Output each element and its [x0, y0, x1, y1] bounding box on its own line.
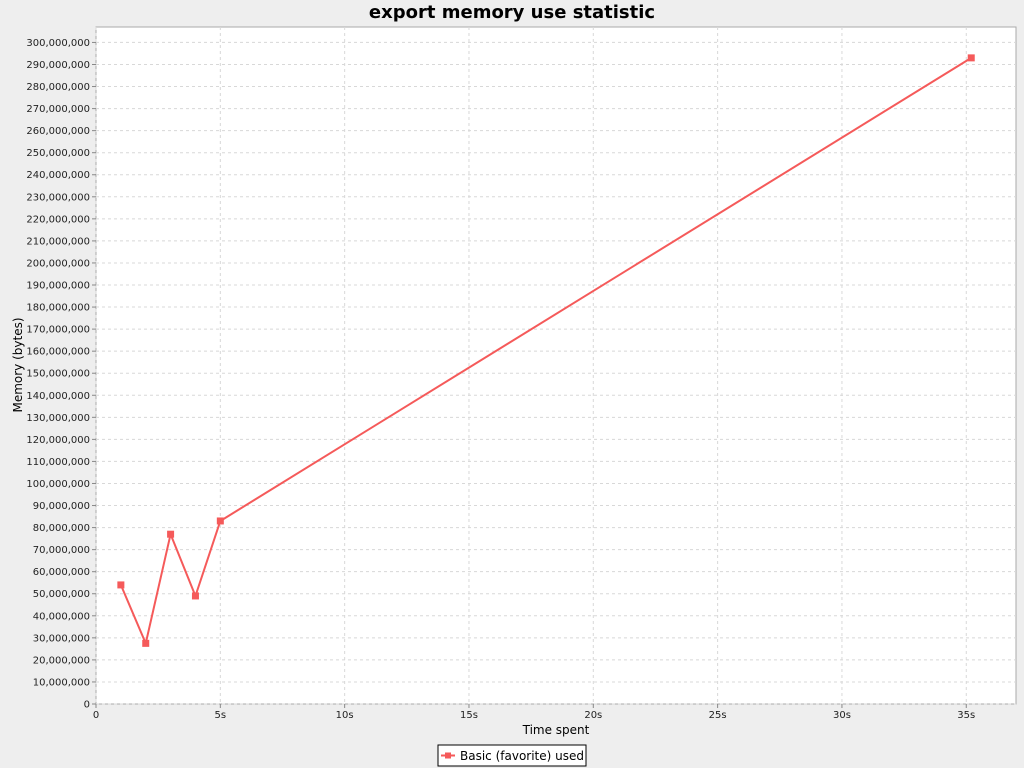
plot-area — [95, 26, 1017, 705]
y-tick-label: 280,000,000 — [26, 82, 90, 93]
y-tick-label: 240,000,000 — [26, 170, 90, 181]
y-tick-label: 150,000,000 — [26, 369, 90, 380]
y-tick-label: 40,000,000 — [33, 611, 90, 622]
y-tick-label: 10,000,000 — [33, 677, 90, 688]
y-tick-label: 160,000,000 — [26, 347, 90, 358]
y-tick-label: 290,000,000 — [26, 60, 90, 71]
y-tick-label: 190,000,000 — [26, 281, 90, 292]
y-tick-label: 110,000,000 — [26, 457, 90, 468]
y-tick-label: 100,000,000 — [26, 479, 90, 490]
y-tick-label: 250,000,000 — [26, 148, 90, 159]
x-tick-label: 35s — [957, 710, 975, 721]
y-tick-label: 260,000,000 — [26, 126, 90, 137]
y-tick-label: 170,000,000 — [26, 325, 90, 336]
legend-entry-label: Basic (favorite) used — [460, 749, 584, 763]
y-tick-label: 220,000,000 — [26, 214, 90, 225]
data-point — [117, 581, 125, 589]
y-tick-label: 0 — [84, 700, 90, 711]
x-tick-label: 25s — [709, 710, 727, 721]
x-tick-label: 0 — [93, 710, 99, 721]
y-tick-label: 200,000,000 — [26, 258, 90, 269]
series-layer — [117, 54, 975, 647]
y-tick-label: 20,000,000 — [33, 655, 90, 666]
axes: 0 10,000,000 20,000,000 30,000,000 40,000,00… — [26, 38, 975, 721]
legend: Basic (favorite) used — [437, 744, 587, 767]
y-tick-label: 80,000,000 — [33, 523, 90, 534]
legend-box — [437, 744, 587, 767]
series-line — [119, 57, 972, 645]
x-tick-label: 15s — [460, 710, 478, 721]
data-point — [142, 639, 150, 647]
y-tick-label: 30,000,000 — [33, 633, 90, 644]
y-tick-label: 50,000,000 — [33, 589, 90, 600]
y-tick-label: 180,000,000 — [26, 303, 90, 314]
y-tick-label: 230,000,000 — [26, 192, 90, 203]
y-tick-label: 210,000,000 — [26, 236, 90, 247]
y-tick-label: 70,000,000 — [33, 545, 90, 556]
y-tick-label: 270,000,000 — [26, 104, 90, 115]
y-tick-label: 90,000,000 — [33, 501, 90, 512]
data-point — [967, 54, 975, 62]
y-tick-label: 300,000,000 — [26, 38, 90, 49]
y-axis-title: Memory (bytes) — [11, 317, 25, 412]
y-tick-label: 140,000,000 — [26, 391, 90, 402]
x-tick-label: 5s — [215, 710, 227, 721]
y-tick-label: 60,000,000 — [33, 567, 90, 578]
legend-marker-swatch — [445, 752, 451, 759]
grid-lines — [95, 27, 1016, 705]
data-point — [191, 592, 199, 600]
y-tick-label: 130,000,000 — [26, 413, 90, 424]
data-point — [216, 517, 224, 525]
y-tick-label: 120,000,000 — [26, 435, 90, 446]
x-axis-title: Time spent — [522, 723, 590, 737]
x-tick-label: 20s — [584, 710, 602, 721]
x-tick-label: 10s — [336, 710, 354, 721]
data-point — [167, 530, 175, 538]
chart-title: export memory use statistic — [369, 2, 655, 23]
x-tick-label: 30s — [833, 710, 851, 721]
